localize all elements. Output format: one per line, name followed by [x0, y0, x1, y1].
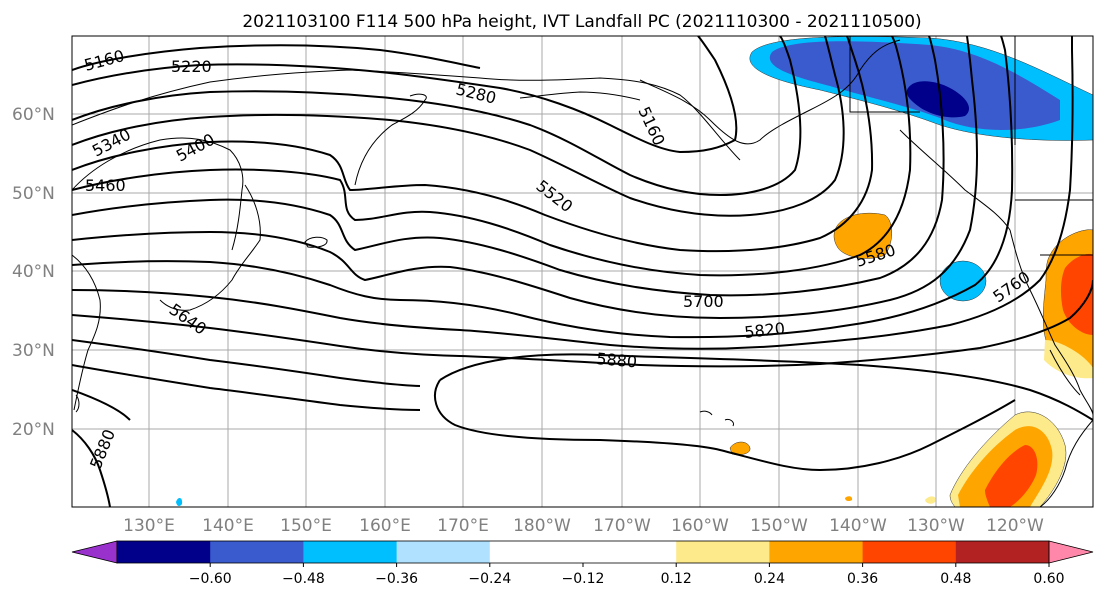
latitude-label: 50°N — [12, 184, 55, 204]
figure-title: 2021103100 F114 500 hPa height, IVT Land… — [242, 12, 921, 32]
colorbar: −0.60 −0.48 −0.36 −0.24 −0.12 0.12 0.24 0.36 0.4… — [71, 540, 1094, 587]
longitude-labels: 130°E 140°E 150°E 160°E 170°E 180°W 170°… — [123, 516, 1044, 536]
colorbar-swatch — [117, 541, 211, 563]
colorbar-tick-label: −0.36 — [375, 571, 418, 587]
colorbar-swatch — [769, 541, 864, 563]
longitude-label: 170°E — [437, 516, 489, 536]
latitude-label: 60°N — [12, 105, 55, 125]
longitude-label: 130°E — [123, 516, 175, 536]
colorbar-swatch — [862, 541, 957, 563]
contour-label: 5220 — [171, 57, 212, 76]
longitude-label: 180°W — [513, 516, 571, 536]
colorbar-tick-label: −0.12 — [562, 571, 605, 587]
contour-label: 5820 — [743, 319, 785, 342]
colorbar-swatch — [583, 541, 677, 563]
height-contours — [72, 36, 1093, 507]
colorbar-swatch — [303, 541, 398, 563]
colorbar-tick-label: 0.24 — [754, 571, 785, 587]
ivt-positive-region-subtropical-east — [949, 411, 1067, 507]
longitude-label: 150°E — [280, 516, 332, 536]
colorbar-extend-low — [71, 540, 118, 564]
contour-label: 5460 — [85, 176, 126, 195]
latitude-labels: 60°N 50°N 40°N 30°N 20°N — [12, 105, 55, 440]
colorbar-tick-label: 0.36 — [847, 571, 878, 587]
colorbar-tick-label: −0.48 — [282, 571, 325, 587]
colorbar-swatch — [676, 541, 770, 563]
longitude-label: 130°W — [907, 516, 965, 536]
ivt-positive-region-west-coast — [1042, 229, 1093, 379]
colorbar-swatch — [210, 541, 304, 563]
longitude-label: 120°W — [986, 516, 1044, 536]
longitude-label: 140°E — [202, 516, 254, 536]
colorbar-swatch — [955, 541, 1050, 563]
ivt-positive-region-northeast-pacific — [833, 212, 892, 259]
latitude-label: 30°N — [12, 341, 55, 361]
colorbar-tick-label: 0.12 — [661, 571, 692, 587]
longitude-label: 150°W — [750, 516, 808, 536]
colorbar-tick-label: 0.48 — [940, 571, 971, 587]
longitude-label: 160°E — [359, 516, 411, 536]
colorbar-swatch — [396, 541, 491, 563]
colorbar-tick-label: −0.24 — [468, 571, 511, 587]
colorbar-tick-label: 0.60 — [1033, 571, 1064, 587]
colorbar-tick-label: −0.60 — [189, 571, 232, 587]
colorbar-swatch — [489, 541, 584, 563]
coastlines — [72, 36, 1093, 507]
ivt-positive-region-hawaii — [176, 441, 936, 507]
latitude-label: 40°N — [12, 262, 55, 282]
colorbar-extend-high — [1048, 540, 1094, 564]
latitude-label: 20°N — [12, 420, 55, 440]
longitude-label: 160°W — [671, 516, 729, 536]
ivt-negative-region-subtropical — [939, 260, 987, 302]
longitude-label: 170°W — [593, 516, 651, 536]
longitude-label: 140°W — [829, 516, 887, 536]
contour-label: 5880 — [596, 349, 638, 371]
map-frame — [71, 35, 1094, 508]
contour-label: 5700 — [683, 292, 724, 311]
